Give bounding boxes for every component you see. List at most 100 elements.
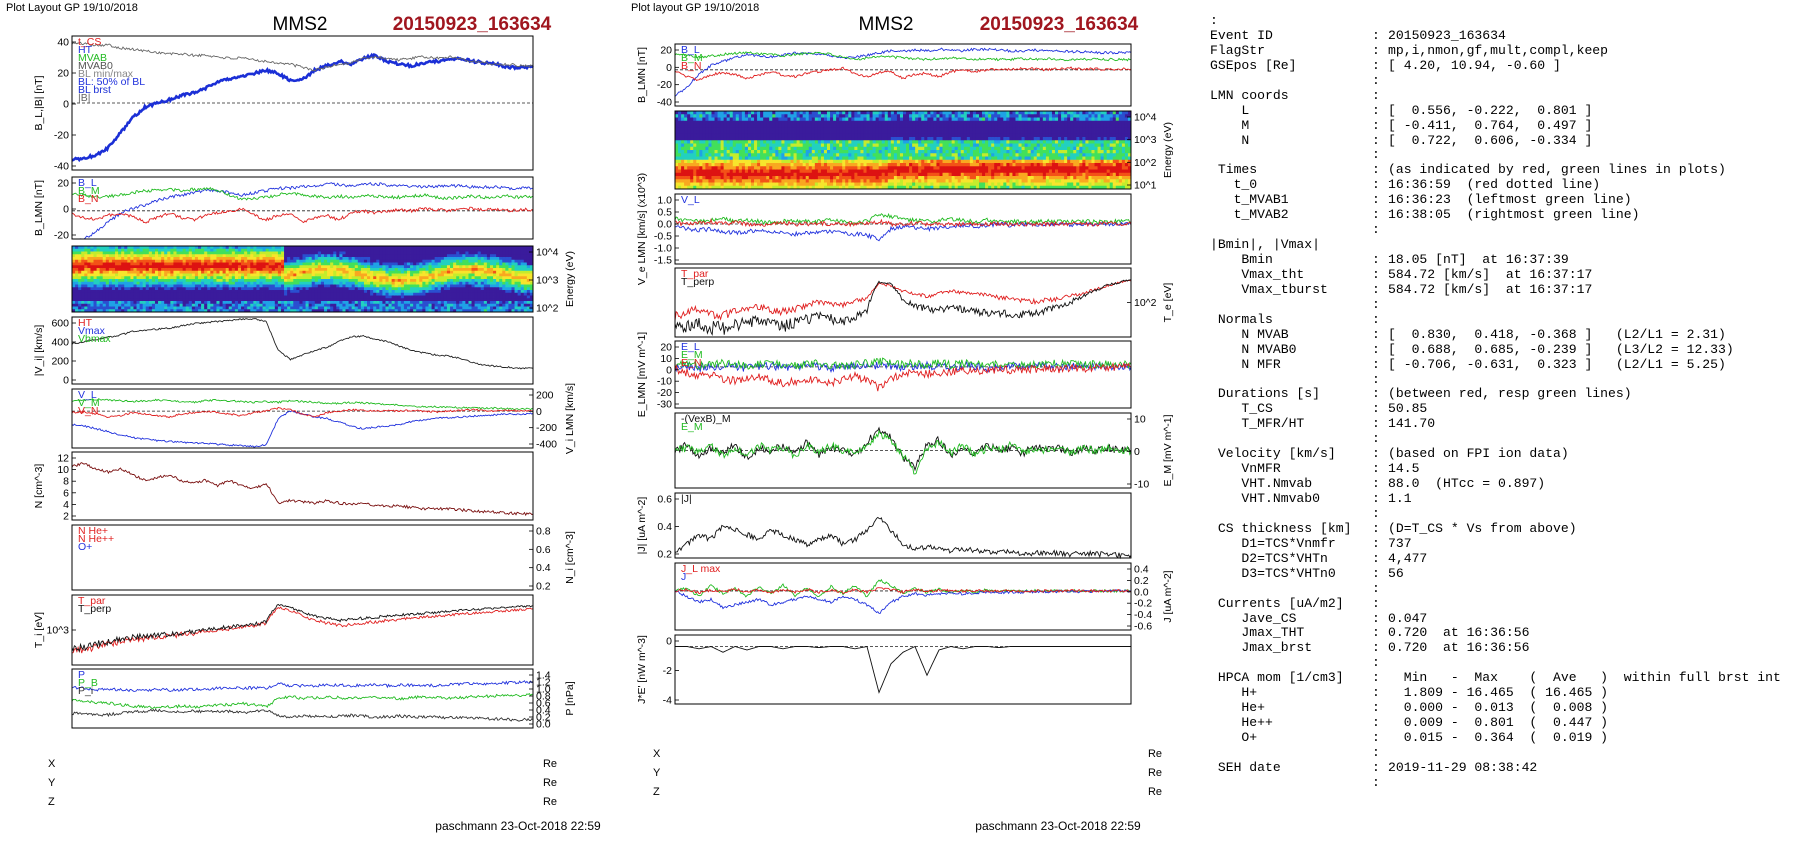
spectrogram-cell [474,276,479,280]
spectrogram-cell [81,251,85,255]
spectrogram-cell [256,254,260,258]
spectrogram-cell [161,259,165,263]
spectrogram-cell [687,163,691,167]
spectrogram-cell [314,284,319,288]
spectrogram-cell [517,281,522,285]
spectrogram-cell [382,290,386,294]
spectrogram-cell [708,133,712,138]
spectrogram-cell [726,176,731,180]
spectrogram-cell [808,176,813,180]
spectrogram-cell [471,257,475,261]
spectrogram-cell [684,117,688,122]
spectrogram-cell [681,150,685,154]
spectrogram-cell [499,257,503,261]
spectrogram-cell [154,292,159,296]
y-tick-label: 0.4 [536,705,551,717]
spectrogram-cell [754,172,758,177]
spectrogram-cell [336,276,340,280]
spectrogram-cell [324,251,328,255]
spectrogram-cell [342,246,346,250]
spectrogram-cell [191,268,196,272]
spectrogram-cell [471,279,475,283]
spectrogram-cell [277,265,282,269]
spectrogram-cell [790,120,794,125]
spectrogram-cell [772,146,776,151]
spectrogram-cell [456,290,460,294]
spectrogram-cell [351,281,356,285]
spectrogram-cell [241,279,245,283]
spectrogram-cell [465,298,469,302]
y-tick-label: 10^3 [47,625,70,637]
spectrogram-cell [96,276,101,280]
spectrogram-cell [784,140,788,144]
spectrogram-cell [493,295,497,299]
spectrogram-cell [711,159,715,164]
panel-frame [71,35,534,171]
spectrogram-cell [188,262,193,266]
spectrogram-cell [277,276,282,280]
spectrogram-cell [440,290,445,294]
spectrogram-cell [529,254,534,258]
spectrogram-cell [443,303,448,307]
spectrogram-cell [434,290,439,294]
spectrogram-cell [194,290,199,294]
spectrogram-cell [403,284,408,288]
spectrogram-cell [290,292,294,296]
spectrogram-cell [517,276,522,280]
spectrogram-cell [480,279,485,283]
spectrogram-cell [465,251,469,255]
spectrogram-cell [360,268,365,272]
spectrogram-cell [78,270,82,274]
spectrogram-cell [145,295,150,299]
spectrogram-cell [422,309,426,313]
spectrogram-cell [529,246,534,250]
spectrogram-cell [213,309,217,313]
spectrogram-cell [382,254,386,258]
spectrogram-cell [486,251,491,255]
spectrogram-cell [339,259,343,263]
spectrogram-cell [422,265,426,269]
spectrogram-cell [720,120,725,125]
spectrogram-cell [336,298,340,302]
spectrogram-cell [228,265,233,269]
spectrogram-cell [717,146,721,151]
series-line [71,398,534,411]
spectrogram-cell [244,284,248,288]
spectrogram-cell [778,120,782,125]
spectrogram-cell [330,262,334,266]
spectrogram-cell [336,246,340,250]
spectrogram-cell [388,246,393,250]
spectrogram-cell [105,287,110,291]
spectrogram-cell [406,287,411,291]
spectrogram-cell [796,169,801,174]
spectrogram-cell [690,117,694,122]
spectrogram-cell [379,262,383,266]
spectrogram-cell [499,287,503,291]
spectrogram-cell [526,268,531,272]
spectrogram-cell [170,268,174,272]
spectrogram-cell [210,284,214,288]
spectrogram-cell [419,298,423,302]
spectrogram-cell [253,276,257,280]
spectrogram-cell [78,257,82,261]
spectrogram-cell [296,298,300,302]
spectrogram-cell [145,257,150,261]
spectrogram-cell [320,303,325,307]
spectrogram-cell [342,309,346,313]
spectrogram-cell [204,254,208,258]
spectrogram-cell [434,273,439,277]
spectrogram-cell [296,306,300,310]
spectrogram-cell [474,306,479,310]
spectrogram-cell [811,117,816,122]
spectrogram-cell [96,309,101,313]
spectrogram-cell [529,268,534,272]
spectrogram-cell [342,301,346,305]
spectrogram-cell [225,290,230,294]
spectrogram-cell [81,306,85,310]
spectrogram-cell [526,273,531,277]
spectrogram-cell [339,284,343,288]
spectrogram-cell [757,111,761,115]
spectrogram-cell [170,273,174,277]
spectrogram-cell [468,257,472,261]
spectrogram-cell [330,284,334,288]
